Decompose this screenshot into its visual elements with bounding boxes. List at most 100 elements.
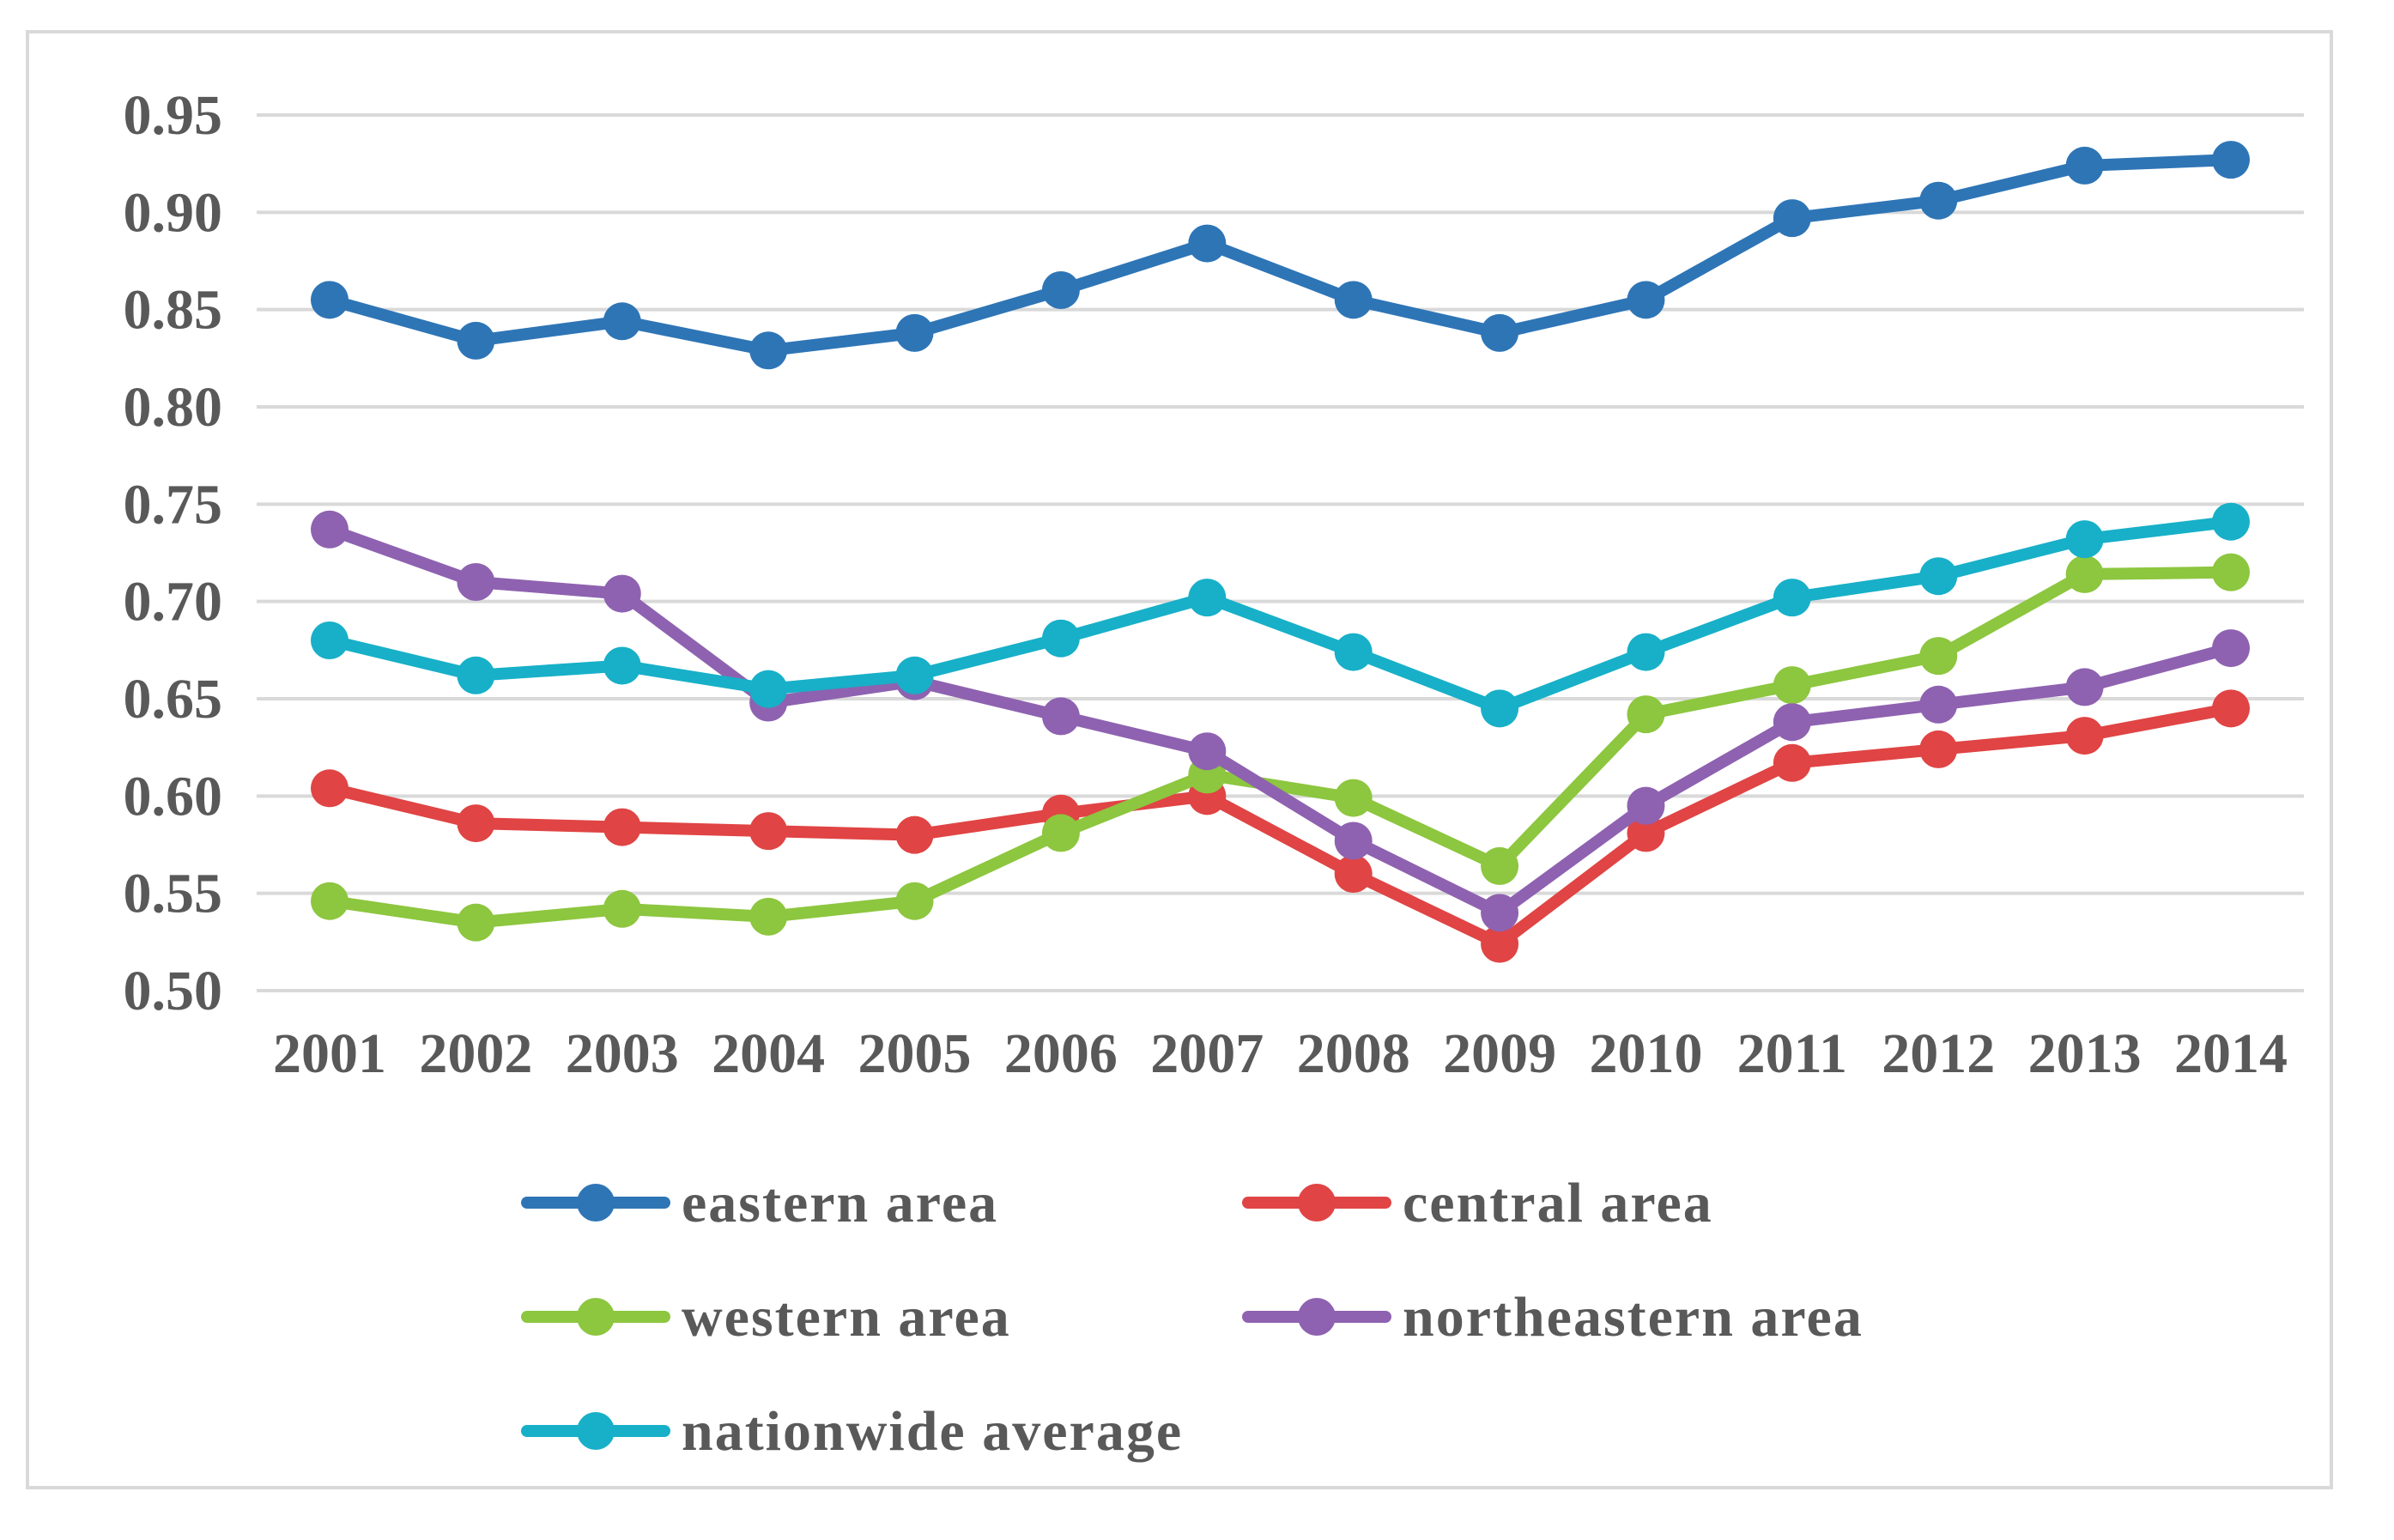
data-point [1481, 925, 1519, 963]
series-central-area [311, 689, 2250, 963]
data-point [749, 897, 788, 936]
data-point [1041, 697, 1080, 736]
legend-marker [577, 1184, 615, 1222]
legend-label: eastern area [682, 1172, 998, 1234]
data-point [1773, 666, 1811, 705]
legend-label: nationwide average [682, 1400, 1183, 1463]
legend-item: eastern area [521, 1172, 998, 1234]
data-point [1041, 814, 1080, 852]
data-point [1481, 846, 1519, 885]
data-point [1188, 732, 1227, 771]
x-tick-label: 2013 [2028, 1022, 2142, 1085]
series-line [324, 154, 2237, 357]
data-point [1188, 579, 1227, 617]
y-tick-label: 0.70 [124, 571, 223, 634]
data-point [603, 302, 641, 341]
data-point [2212, 689, 2250, 728]
data-point [1041, 619, 1080, 658]
data-point [2065, 146, 2104, 185]
data-point [2212, 141, 2250, 179]
data-point [749, 670, 788, 708]
data-point [1041, 271, 1080, 309]
data-point [603, 574, 641, 613]
data-point [311, 769, 348, 808]
y-tick-label: 0.60 [124, 765, 223, 828]
data-point [1627, 633, 1665, 671]
data-point [895, 656, 934, 694]
data-point [603, 889, 641, 928]
data-point [1334, 281, 1373, 319]
series-eastern-area [311, 141, 2250, 370]
x-tick-label: 2012 [1882, 1022, 1995, 1085]
data-point [1481, 313, 1519, 352]
data-point [895, 313, 934, 352]
data-point [1919, 557, 1958, 596]
data-point [1773, 703, 1811, 742]
legend-marker [1298, 1184, 1336, 1222]
data-point [603, 646, 641, 685]
data-point [2065, 717, 2104, 755]
data-point [1481, 894, 1519, 932]
gridlines [257, 113, 2304, 992]
data-point [1919, 730, 1958, 768]
series-line [324, 515, 2237, 715]
data-point [603, 808, 641, 846]
data-point [1188, 224, 1227, 263]
data-point [1773, 743, 1811, 782]
data-point [2065, 555, 2104, 593]
legend-item: western area [521, 1286, 1009, 1349]
data-point [457, 903, 495, 942]
data-point [749, 812, 788, 851]
y-tick-label: 0.95 [124, 84, 223, 147]
data-point [311, 882, 348, 920]
x-tick-label: 2001 [273, 1022, 386, 1085]
data-point [311, 281, 348, 319]
legend: eastern area central area western area nort… [521, 1172, 1864, 1463]
data-point [1334, 855, 1373, 893]
y-tick-label: 0.80 [124, 376, 223, 439]
series-nationwide-average [311, 502, 2250, 728]
x-tick-label: 2006 [1004, 1022, 1118, 1085]
x-tick-label: 2002 [419, 1022, 532, 1085]
data-point [1334, 779, 1373, 817]
data-point [895, 882, 934, 920]
x-tick-label: 2014 [2174, 1022, 2288, 1085]
x-tick-label: 2011 [1737, 1022, 1847, 1085]
data-point [1334, 822, 1373, 860]
legend-marker [577, 1412, 615, 1450]
data-point [1481, 689, 1519, 728]
x-tick-label: 2004 [712, 1022, 825, 1085]
data-point [2065, 520, 2104, 559]
legend-item: nationwide average [521, 1400, 1183, 1463]
series-line [324, 523, 2237, 919]
y-axis-tick-labels: 0.50 0.55 0.60 0.65 0.70 0.75 0.80 0.85 0.90 0.95 [124, 84, 223, 1022]
legend-label: central area [1403, 1172, 1713, 1234]
y-tick-label: 0.50 [124, 960, 223, 1022]
data-point [2065, 668, 2104, 706]
legend-label: northeastern area [1403, 1286, 1864, 1349]
y-tick-label: 0.75 [124, 473, 223, 536]
x-tick-label: 2005 [858, 1022, 972, 1085]
legend-item: northeastern area [1242, 1286, 1864, 1349]
data-point [1334, 633, 1373, 671]
data-point [457, 656, 495, 694]
data-point [1919, 637, 1958, 676]
data-point [1773, 199, 1811, 238]
x-tick-label: 2009 [1443, 1022, 1556, 1085]
series-lines [311, 141, 2250, 963]
x-tick-label: 2007 [1150, 1022, 1264, 1085]
data-point [1627, 814, 1665, 852]
data-point [311, 510, 348, 549]
data-point [895, 815, 934, 854]
y-tick-label: 0.85 [124, 279, 223, 342]
data-point [1627, 786, 1665, 825]
series-northeastern-area [311, 510, 2250, 932]
legend-item: central area [1242, 1172, 1713, 1234]
data-point [1627, 695, 1665, 734]
data-point [1773, 579, 1811, 617]
data-point [457, 563, 495, 601]
x-tick-label: 2008 [1297, 1022, 1410, 1085]
data-point [1627, 281, 1665, 319]
x-axis-tick-labels: 2001 2002 2003 2004 2005 2006 2007 2008 2009 2010… [273, 1022, 2288, 1085]
y-tick-label: 0.55 [124, 863, 223, 925]
